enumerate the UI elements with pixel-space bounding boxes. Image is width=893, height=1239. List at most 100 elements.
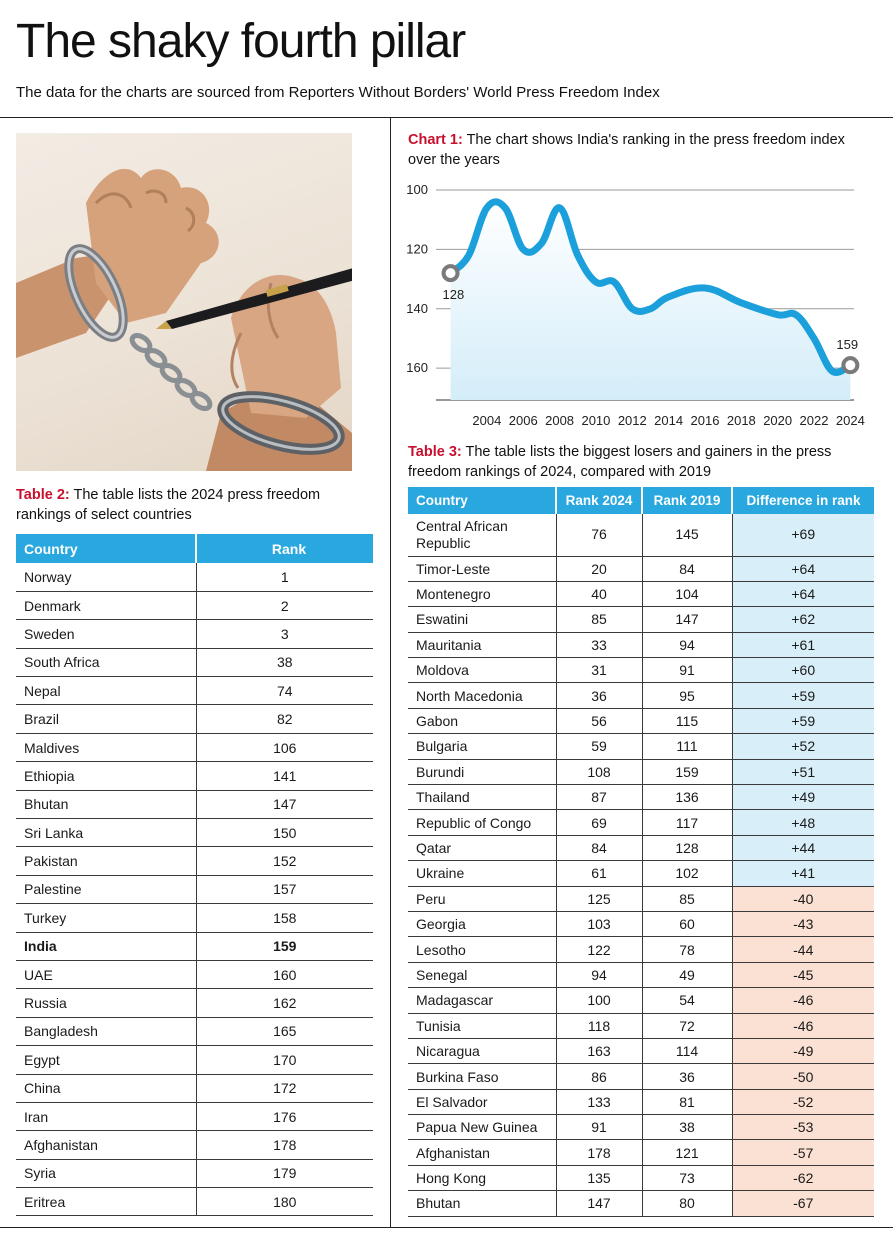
difference-cell: -45 [731,962,874,989]
table-row: Ukraine 61 102 +41 [408,860,874,887]
country-cell: Peru [408,886,556,912]
country-cell: Burundi [408,759,556,786]
rank-cell: 162 [195,988,373,1018]
difference-cell: -46 [731,987,874,1014]
rank-2019-cell: 136 [641,784,732,811]
rank-2019-cell: 111 [641,733,732,760]
country-cell: Moldova [408,657,556,684]
y-tick-label: 100 [406,182,428,197]
country-cell: Afghanistan [408,1139,556,1166]
country-cell: Bangladesh [16,1017,196,1047]
data-label: 159 [836,337,858,352]
x-tick-label: 2010 [581,413,610,428]
table-row: Eswatini 85 147 +62 [408,606,874,633]
rank-2024-cell: 94 [555,962,642,989]
rank-2024-cell: 40 [555,581,642,608]
country-cell: Papua New Guinea [408,1114,556,1141]
table-row: Madagascar 100 54 -46 [408,987,874,1014]
rank-2024-cell: 135 [555,1165,642,1192]
table-row: Norway 1 [16,563,373,592]
rank-cell: 159 [195,932,373,961]
table-row: India 159 [16,932,373,961]
rank-2019-cell: 145 [641,514,732,557]
difference-cell: +61 [731,632,874,659]
country-cell: Russia [16,988,196,1018]
rank-2024-cell: 87 [555,784,642,811]
country-cell: Ukraine [408,860,556,887]
rank-2019-cell: 91 [641,657,732,684]
gainers-losers-table: Country Rank 2024 Rank 2019 Difference i… [408,487,874,1217]
country-cell: Eswatini [408,606,556,633]
country-cell: Brazil [16,704,196,734]
country-cell: Madagascar [408,987,556,1014]
x-tick-label: 2008 [545,413,574,428]
table-row: Iran 176 [16,1102,373,1132]
table-row: Bhutan 147 [16,790,373,820]
country-cell: North Macedonia [408,682,556,709]
rank-2019-cell: 128 [641,835,732,862]
rank-cell: 3 [195,619,373,649]
table-row: Peru 125 85 -40 [408,886,874,912]
country-cell: Pakistan [16,846,196,876]
table-row: UAE 160 [16,960,373,990]
table-row: China 172 [16,1074,373,1103]
rank-cell: 172 [195,1074,373,1103]
x-tick-label: 2006 [509,413,538,428]
x-tick-label: 2004 [472,413,501,428]
table-row: Moldova 31 91 +60 [408,657,874,684]
difference-cell: -57 [731,1139,874,1166]
chart1-caption-text: The chart shows India's ranking in the p… [408,132,845,168]
table-row: Montenegro 40 104 +64 [408,581,874,608]
bottom-divider [0,1227,893,1228]
country-cell: Ethiopia [16,761,196,791]
rank-cell: 158 [195,903,373,933]
rank-cell: 160 [195,960,373,990]
rank-cell: 147 [195,790,373,820]
difference-cell: -62 [731,1165,874,1192]
country-cell: UAE [16,960,196,990]
rank-2024-cell: 91 [555,1114,642,1141]
rank-2019-cell: 73 [641,1165,732,1192]
rank-2024-cell: 163 [555,1038,642,1065]
rank-cell: 82 [195,704,373,734]
rank-2019-cell: 60 [641,911,732,938]
table-row: Russia 162 [16,988,373,1018]
country-cell: Burkina Faso [408,1063,556,1090]
column-header-country: Country [408,487,557,514]
country-cell: Republic of Congo [408,809,556,836]
table-row: Pakistan 152 [16,846,373,876]
table-row: Denmark 2 [16,591,373,621]
table-header-row: Country Rank 2024 Rank 2019 Difference i… [408,487,874,514]
chart-area [450,201,851,400]
rank-2019-cell: 95 [641,682,732,709]
difference-cell: +41 [731,860,874,887]
chart1-label: Chart 1: [408,132,463,148]
difference-cell: -49 [731,1038,874,1065]
difference-cell: +60 [731,657,874,684]
table-row: Palestine 157 [16,875,373,905]
rank-cell: 180 [195,1187,373,1217]
country-cell: China [16,1074,196,1103]
rank-2024-cell: 108 [555,759,642,786]
rank-cell: 178 [195,1130,373,1160]
difference-cell: -40 [731,886,874,912]
rank-cell: 165 [195,1017,373,1047]
page-title: The shaky fourth pillar [16,15,466,68]
table-row: Georgia 103 60 -43 [408,911,874,938]
page-subtitle: The data for the charts are sourced from… [16,84,660,101]
rank-cell: 179 [195,1159,373,1189]
column-header-rank-2019: Rank 2019 [642,487,733,514]
country-cell: Bulgaria [408,733,556,760]
y-tick-label: 140 [406,301,428,316]
difference-cell: -52 [731,1089,874,1116]
table-row: Brazil 82 [16,704,373,734]
rank-2019-cell: 115 [641,708,732,735]
table-row: Burkina Faso 86 36 -50 [408,1063,874,1090]
y-tick-label: 120 [406,241,428,256]
rank-2024-cell: 122 [555,936,642,963]
handcuffs-pen-photo [16,133,352,471]
rank-cell: 2 [195,591,373,621]
india-ranking-line-chart: 100 120 140 160 2004 2006 2008 2010 2012 2014 2016… [406,182,865,428]
rank-cell: 150 [195,818,373,848]
country-cell: Eritrea [16,1187,196,1217]
